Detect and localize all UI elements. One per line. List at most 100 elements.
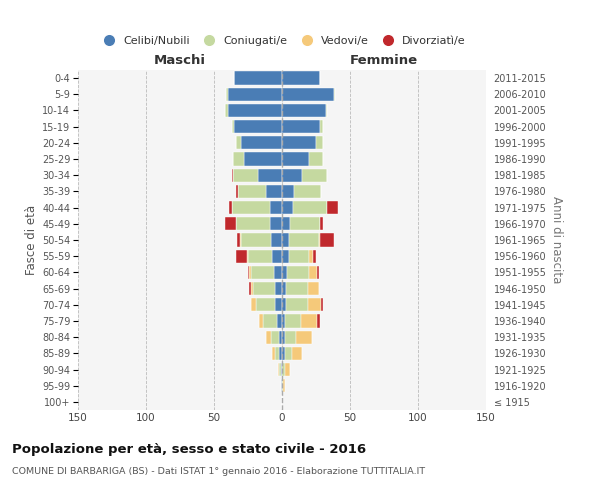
Bar xyxy=(282,136,316,149)
Bar xyxy=(289,234,319,246)
Bar xyxy=(241,136,282,149)
Y-axis label: Fasce di età: Fasce di età xyxy=(25,205,38,275)
Bar xyxy=(282,266,287,279)
Bar xyxy=(270,217,282,230)
Bar xyxy=(241,234,271,246)
Bar xyxy=(274,266,282,279)
Bar xyxy=(233,168,257,182)
Bar xyxy=(244,152,282,166)
Bar xyxy=(320,120,323,134)
Bar xyxy=(294,185,322,198)
Bar xyxy=(248,250,272,263)
Bar xyxy=(257,168,282,182)
Bar xyxy=(283,379,285,392)
Bar xyxy=(233,152,244,166)
Bar xyxy=(232,168,233,182)
Bar xyxy=(293,201,327,214)
Bar xyxy=(282,185,294,198)
Bar xyxy=(275,346,279,360)
Bar xyxy=(281,379,282,392)
Bar xyxy=(282,120,320,134)
Bar xyxy=(282,104,326,117)
Bar xyxy=(285,363,290,376)
Bar xyxy=(281,363,282,376)
Bar xyxy=(250,266,251,279)
Bar xyxy=(282,168,302,182)
Legend: Celibi/Nubili, Coniugati/e, Vedovi/e, Divorziatì/e: Celibi/Nubili, Coniugati/e, Vedovi/e, Di… xyxy=(94,32,470,50)
Bar xyxy=(282,282,286,295)
Bar xyxy=(285,314,301,328)
Bar xyxy=(285,346,292,360)
Bar xyxy=(266,330,271,344)
Text: Maschi: Maschi xyxy=(154,54,206,67)
Bar xyxy=(282,298,286,312)
Bar xyxy=(236,217,270,230)
Bar xyxy=(279,330,282,344)
Bar xyxy=(247,250,248,263)
Bar xyxy=(240,234,241,246)
Bar xyxy=(263,314,277,328)
Bar xyxy=(236,250,247,263)
Bar xyxy=(282,314,285,328)
Bar xyxy=(290,217,320,230)
Bar xyxy=(319,234,320,246)
Bar xyxy=(282,88,334,101)
Bar xyxy=(270,201,282,214)
Bar xyxy=(289,250,309,263)
Text: Femmine: Femmine xyxy=(350,54,418,67)
Bar xyxy=(282,330,285,344)
Bar xyxy=(282,152,309,166)
Bar xyxy=(282,346,285,360)
Bar xyxy=(282,363,285,376)
Bar xyxy=(272,250,282,263)
Bar xyxy=(317,314,320,328)
Bar xyxy=(275,298,282,312)
Bar xyxy=(259,314,263,328)
Bar xyxy=(317,266,319,279)
Bar xyxy=(285,330,296,344)
Bar xyxy=(282,201,293,214)
Bar xyxy=(248,266,250,279)
Bar xyxy=(235,120,282,134)
Bar xyxy=(279,363,281,376)
Bar xyxy=(235,72,282,85)
Bar xyxy=(308,298,322,312)
Bar xyxy=(251,282,253,295)
Bar xyxy=(320,217,323,230)
Bar xyxy=(256,298,275,312)
Bar xyxy=(308,282,319,295)
Bar xyxy=(253,282,275,295)
Bar xyxy=(275,282,282,295)
Bar xyxy=(282,250,289,263)
Bar xyxy=(322,298,323,312)
Bar xyxy=(287,266,309,279)
Bar xyxy=(227,88,282,101)
Bar xyxy=(309,266,317,279)
Bar xyxy=(250,282,251,295)
Text: Popolazione per età, sesso e stato civile - 2016: Popolazione per età, sesso e stato civil… xyxy=(12,442,366,456)
Bar xyxy=(286,282,308,295)
Bar xyxy=(225,104,227,117)
Bar xyxy=(277,314,282,328)
Bar xyxy=(282,379,283,392)
Bar xyxy=(292,346,302,360)
Bar xyxy=(326,104,327,117)
Bar xyxy=(278,363,279,376)
Bar xyxy=(236,185,238,198)
Bar xyxy=(266,185,282,198)
Y-axis label: Anni di nascita: Anni di nascita xyxy=(550,196,563,284)
Bar xyxy=(229,201,232,214)
Bar xyxy=(237,234,240,246)
Bar xyxy=(232,201,270,214)
Bar xyxy=(313,250,316,263)
Bar xyxy=(236,136,241,149)
Bar xyxy=(271,234,282,246)
Bar xyxy=(282,72,320,85)
Bar xyxy=(271,330,279,344)
Bar xyxy=(286,298,308,312)
Bar xyxy=(302,168,327,182)
Bar xyxy=(251,266,274,279)
Bar xyxy=(251,298,256,312)
Bar xyxy=(334,88,335,101)
Bar xyxy=(227,104,282,117)
